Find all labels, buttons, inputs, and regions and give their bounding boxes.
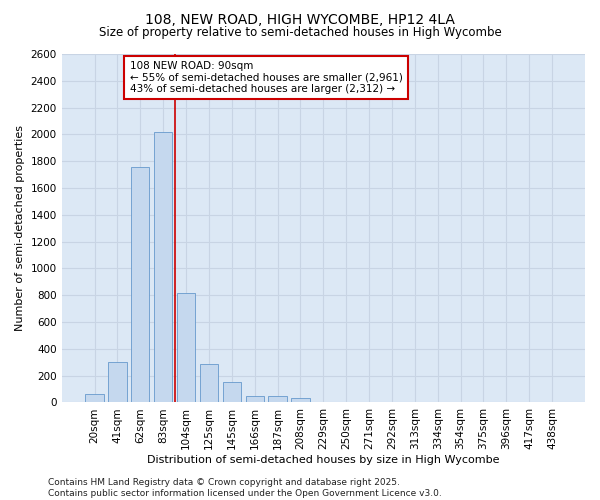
Bar — [131, 166, 149, 402]
Text: 108, NEW ROAD, HIGH WYCOMBE, HP12 4LA: 108, NEW ROAD, HIGH WYCOMBE, HP12 4LA — [145, 12, 455, 26]
Bar — [223, 382, 241, 402]
Text: Contains HM Land Registry data © Crown copyright and database right 2025.
Contai: Contains HM Land Registry data © Crown c… — [48, 478, 442, 498]
Bar — [109, 362, 127, 403]
Bar — [200, 364, 218, 403]
Bar — [154, 132, 172, 402]
Y-axis label: Number of semi-detached properties: Number of semi-detached properties — [15, 125, 25, 331]
Bar — [177, 292, 195, 403]
Bar — [245, 396, 264, 402]
Bar — [85, 394, 104, 402]
Text: 108 NEW ROAD: 90sqm
← 55% of semi-detached houses are smaller (2,961)
43% of sem: 108 NEW ROAD: 90sqm ← 55% of semi-detach… — [130, 61, 403, 94]
Text: Size of property relative to semi-detached houses in High Wycombe: Size of property relative to semi-detach… — [98, 26, 502, 39]
Bar — [268, 396, 287, 402]
Bar — [292, 398, 310, 402]
X-axis label: Distribution of semi-detached houses by size in High Wycombe: Distribution of semi-detached houses by … — [147, 455, 500, 465]
